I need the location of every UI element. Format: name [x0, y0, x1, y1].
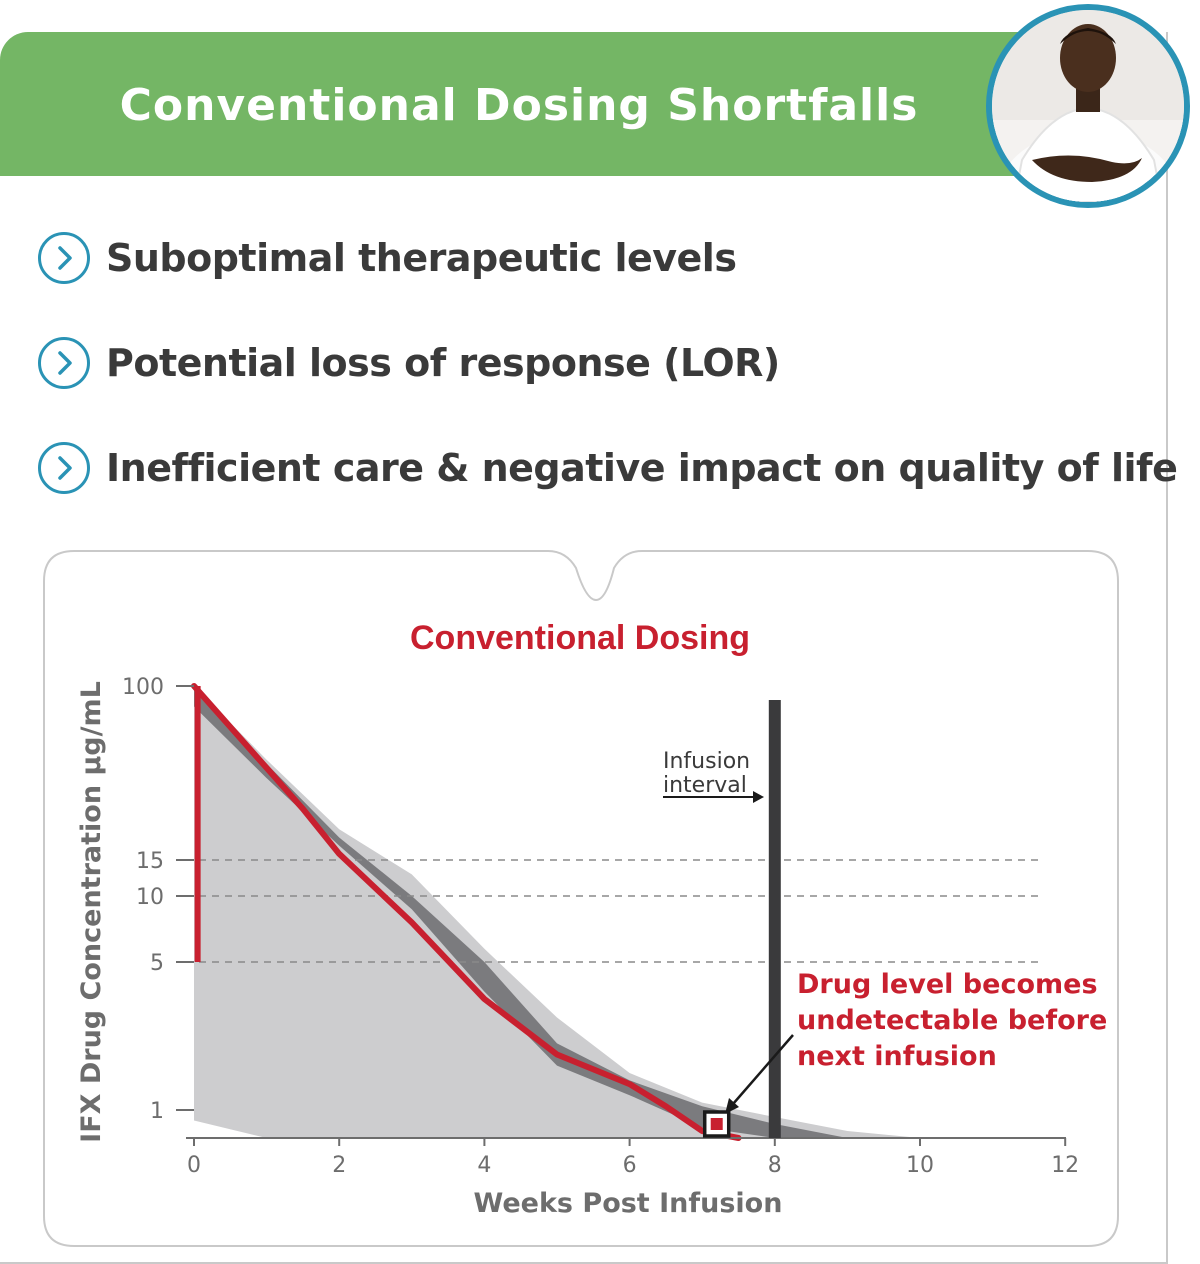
- series-layer: [191, 683, 742, 1141]
- bullet-text: Suboptimal therapeutic levels: [106, 236, 737, 280]
- y-tick-label: 10: [136, 885, 164, 910]
- undetectable-marker-group: [702, 1110, 731, 1138]
- undetectable-marker-core: [710, 1118, 723, 1130]
- x-tick-label: 12: [1051, 1153, 1079, 1178]
- chart-title: Conventional Dosing: [410, 619, 750, 657]
- y-tick-label: 5: [150, 951, 164, 976]
- x-tick-label: 4: [477, 1153, 491, 1178]
- drug-level-line: [191, 683, 742, 1141]
- chevron-right-circle-icon: [38, 232, 90, 284]
- x-tick-label: 10: [906, 1153, 934, 1178]
- page-title: Conventional Dosing Shortfalls: [119, 80, 919, 131]
- annotation-line3: next infusion: [797, 1041, 997, 1072]
- annotation-arrow-head: [725, 1098, 739, 1114]
- x-tick-label: 8: [768, 1153, 782, 1178]
- x-tick-label: 0: [187, 1153, 201, 1178]
- header-bar: [0, 32, 1120, 176]
- y-tick-label: 15: [136, 849, 164, 874]
- x-tick-label: 6: [623, 1153, 637, 1178]
- chevron-right-circle-icon: [38, 337, 90, 389]
- infusion-label-line1: Infusion: [663, 749, 750, 774]
- y-tick-label: 1: [150, 1099, 164, 1124]
- patient-photo: [986, 4, 1190, 208]
- annotation-line1: Drug level becomes: [797, 969, 1098, 1000]
- confidence-bands: [194, 686, 993, 1138]
- x-tick-label: 2: [332, 1153, 346, 1178]
- bullet-text: Inefficient care & negative impact on qu…: [106, 446, 1178, 490]
- annotation-arrow: [732, 1034, 794, 1105]
- x-ticks: 0 2 4 6 8 10 12: [187, 1138, 1079, 1178]
- annotation-line2: undetectable before: [797, 1005, 1107, 1036]
- chevron-right-circle-icon: [38, 442, 90, 494]
- patient-photo-icon: [992, 10, 1184, 202]
- y-tick-label: 100: [122, 675, 164, 700]
- outer-band: [194, 686, 993, 1138]
- infusion-label-line2: interval: [663, 773, 747, 798]
- infusion-arrow-head: [753, 791, 764, 803]
- bullet-text: Potential loss of response (LOR): [106, 341, 780, 385]
- y-axis-label: IFX Drug Concentration µg/mL: [76, 681, 107, 1143]
- x-axis-label: Weeks Post Infusion: [474, 1188, 783, 1219]
